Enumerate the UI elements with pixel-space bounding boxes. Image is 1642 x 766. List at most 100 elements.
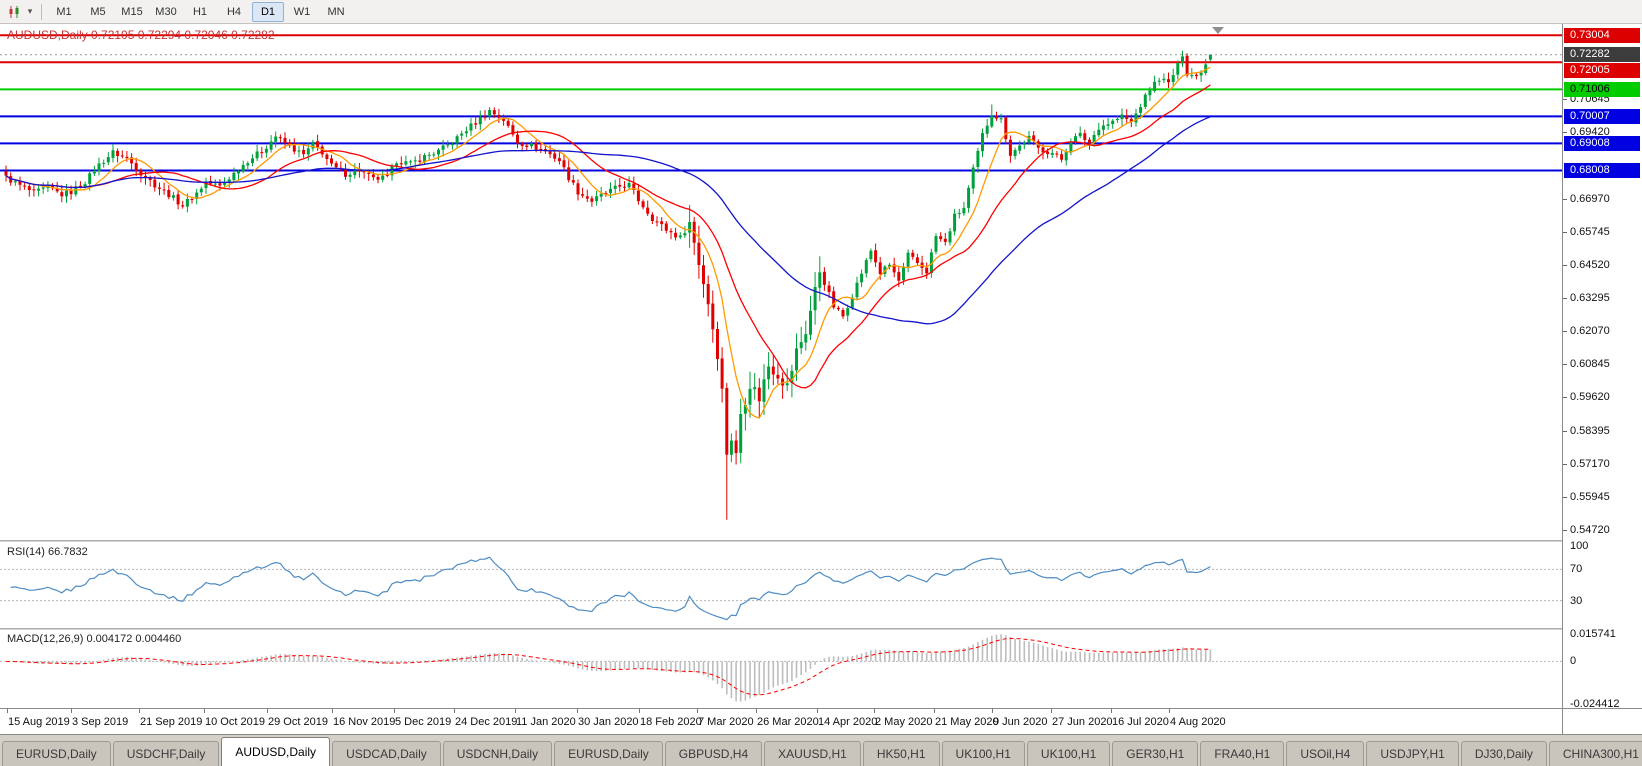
axis-tick-mark: [1563, 132, 1567, 133]
price-axis-tick: 0.69420: [1570, 126, 1610, 138]
rsi-axis-label: 70: [1570, 563, 1583, 575]
date-axis-label: 26 Mar 2020: [757, 716, 819, 728]
chart-tab-USDCHF-Daily[interactable]: USDCHF,Daily: [112, 741, 220, 766]
chart-tab-GBPUSD-H4[interactable]: GBPUSD,H4: [664, 741, 763, 766]
price-axis-tick: 0.59620: [1570, 391, 1610, 403]
macd-indicator-label: MACD(12,26,9) 0.004172 0.004460: [7, 633, 182, 645]
chevron-down-icon[interactable]: ▾: [27, 6, 33, 16]
pane-separator[interactable]: [0, 540, 1562, 542]
pane-separator[interactable]: [0, 628, 1562, 630]
timeframe-button-D1[interactable]: D1: [252, 1, 284, 22]
chart-shift-marker[interactable]: [1212, 27, 1224, 34]
chart-tab-XAUUSD-H1[interactable]: XAUUSD,H1: [764, 741, 861, 766]
date-axis-label: 7 Mar 2020: [698, 716, 754, 728]
date-tick-mark: [934, 709, 935, 713]
date-tick-mark: [394, 709, 395, 713]
date-tick-mark: [756, 709, 757, 713]
rsi-line: [10, 556, 1211, 621]
date-tick-mark: [577, 709, 578, 713]
date-axis-label: 18 Feb 2020: [640, 716, 702, 728]
timeframe-button-M30[interactable]: M30: [155, 5, 177, 18]
chart-tab-GER30-H1[interactable]: GER30,H1: [1112, 741, 1199, 766]
timeframe-button-M1[interactable]: M1: [56, 5, 72, 18]
moving-average-20: [5, 84, 1211, 389]
price-axis-tick: 0.57170: [1570, 458, 1610, 470]
date-tick-mark: [874, 709, 875, 713]
date-tick-mark: [817, 709, 818, 713]
hline-price-label-0-71006: 0.71006: [1564, 82, 1640, 97]
axis-tick-mark: [1563, 331, 1567, 332]
macd-indicator-pane[interactable]: [0, 630, 1562, 708]
axis-tick-mark: [1563, 199, 1567, 200]
chart-tab-USDCAD-Daily[interactable]: USDCAD,Daily: [332, 741, 441, 766]
price-axis-tick: 0.58395: [1570, 425, 1610, 437]
date-axis-label: 11 Jan 2020: [516, 716, 576, 728]
chart-tab-UK100-H1[interactable]: UK100,H1: [1026, 741, 1111, 766]
date-tick-mark: [267, 709, 268, 713]
timeframe-button-M5[interactable]: M5: [90, 5, 106, 18]
chart-tab-EURUSD-Daily[interactable]: EURUSD,Daily: [554, 741, 663, 766]
date-axis[interactable]: 15 Aug 2019 3 Sep 2019 21 Sep 2019 10 Oct 2…: [0, 708, 1562, 734]
date-tick-mark: [139, 709, 140, 713]
price-axis-tick: 0.60845: [1570, 358, 1610, 370]
axis-corner: [1562, 708, 1642, 734]
date-tick-mark: [515, 709, 516, 713]
axis-tick-mark: [1563, 431, 1567, 432]
price-axis-tick: 0.66970: [1570, 193, 1610, 205]
hline-price-label-0-69008: 0.69008: [1564, 136, 1640, 151]
date-tick-mark: [204, 709, 205, 713]
price-axis[interactable]: 0.70645 0.69420 0.66970 0.65745 0.64520 0.632…: [1562, 24, 1642, 710]
chart-tab-DJ30-Daily[interactable]: DJ30,Daily: [1460, 741, 1547, 766]
price-axis-tick: 0.54720: [1570, 524, 1610, 536]
moving-average-50: [5, 116, 1211, 325]
date-axis-label: 21 Sep 2019: [140, 716, 203, 728]
chart-tab-USDCNH-Daily[interactable]: USDCNH,Daily: [442, 741, 553, 766]
price-axis-tick: 0.64520: [1570, 259, 1610, 271]
rsi-axis-label: 30: [1570, 595, 1583, 607]
date-tick-mark: [1051, 709, 1052, 713]
date-axis-label: 16 Nov 2019: [333, 716, 396, 728]
timeframe-button-H4[interactable]: H4: [226, 5, 242, 18]
chart-tab-HK50-H1[interactable]: HK50,H1: [862, 741, 940, 766]
date-tick-mark: [1111, 709, 1112, 713]
date-axis-label: 4 Aug 2020: [1170, 716, 1226, 728]
date-tick-mark: [1169, 709, 1170, 713]
date-axis-label: 24 Dec 2019: [455, 716, 518, 728]
price-axis-tick: 0.55945: [1570, 491, 1610, 503]
chart-tab-USOil-H4[interactable]: USOil,H4: [1286, 741, 1365, 766]
axis-tick-mark: [1563, 232, 1567, 233]
date-axis-label: 21 May 2020: [935, 716, 999, 728]
toolbar-separator: [41, 3, 42, 20]
rsi-indicator-pane[interactable]: [0, 542, 1562, 628]
axis-tick-mark: [1563, 497, 1567, 498]
date-tick-mark: [71, 709, 72, 713]
timeframe-button-W1[interactable]: W1: [293, 5, 311, 18]
timeframe-button-M15[interactable]: M15: [121, 5, 143, 18]
candlesticks: [4, 50, 1212, 520]
chart-tab-FRA40-H1[interactable]: FRA40,H1: [1200, 741, 1285, 766]
chart-tab-UK100-H1[interactable]: UK100,H1: [941, 741, 1025, 766]
chart-tab-AUDUSD-Daily[interactable]: AUDUSD,Daily: [221, 737, 331, 766]
chart-tab-CHINA300-H1[interactable]: CHINA300,H1: [1548, 741, 1642, 766]
chart-type-icon[interactable]: [4, 3, 24, 21]
chart-tab-EURUSD-Daily[interactable]: EURUSD,Daily: [2, 741, 111, 766]
main-price-chart[interactable]: [0, 24, 1562, 540]
macd-axis-label: 0: [1570, 655, 1577, 667]
chart-ohlc-title: AUDUSD,Daily 0.72105 0.72294 0.72046 0.7…: [7, 28, 275, 42]
chart-tabs-bar: EURUSD,Daily USDCHF,Daily AUDUSD,Daily USDC…: [0, 734, 1642, 766]
moving-average-8: [5, 66, 1211, 419]
date-tick-mark: [992, 709, 993, 713]
candlestick-chart-icon: [9, 5, 19, 18]
axis-tick-mark: [1563, 298, 1567, 299]
chart-tab-USDJPY-H1[interactable]: USDJPY,H1: [1366, 741, 1459, 766]
date-tick-mark: [454, 709, 455, 713]
axis-tick-mark: [1563, 99, 1567, 100]
date-axis-label: 29 Oct 2019: [268, 716, 328, 728]
timeframe-button-MN[interactable]: MN: [327, 5, 345, 18]
date-tick-mark: [7, 709, 8, 713]
timeframe-button-H1[interactable]: H1: [192, 5, 208, 18]
rsi-indicator-label: RSI(14) 66.7832: [7, 546, 88, 558]
bid-price-label: 0.72282: [1564, 47, 1640, 62]
axis-tick-mark: [1563, 464, 1567, 465]
